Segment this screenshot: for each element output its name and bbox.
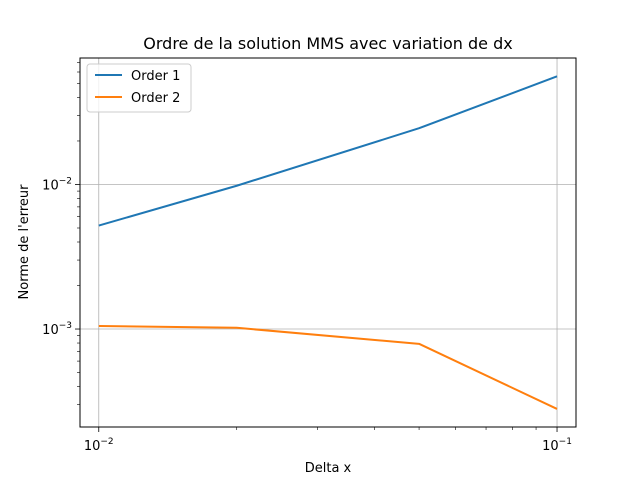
x-axis-label: Delta x: [305, 461, 352, 476]
y-axis-label: Norme de l'erreur: [17, 184, 32, 300]
y-tick-label: 10−3: [42, 321, 72, 338]
x-tick-label: 10−1: [542, 437, 572, 454]
grid: [80, 58, 576, 427]
legend-label-order-1: Order 1: [131, 69, 180, 84]
plot-frame: [79, 57, 577, 428]
series-line-order-1: [98, 75, 558, 227]
ticks: 10−2 10−1 10−3 10−2: [42, 62, 572, 454]
legend: Order 1 Order 2: [86, 63, 192, 113]
series-line-order-2: [98, 324, 558, 410]
chart-title: Ordre de la solution MMS avec variation …: [143, 34, 512, 53]
series: [98, 75, 558, 410]
legend-label-order-2: Order 2: [131, 91, 180, 106]
y-tick-label: 10−2: [42, 176, 72, 193]
x-tick-label: 10−2: [84, 437, 114, 454]
